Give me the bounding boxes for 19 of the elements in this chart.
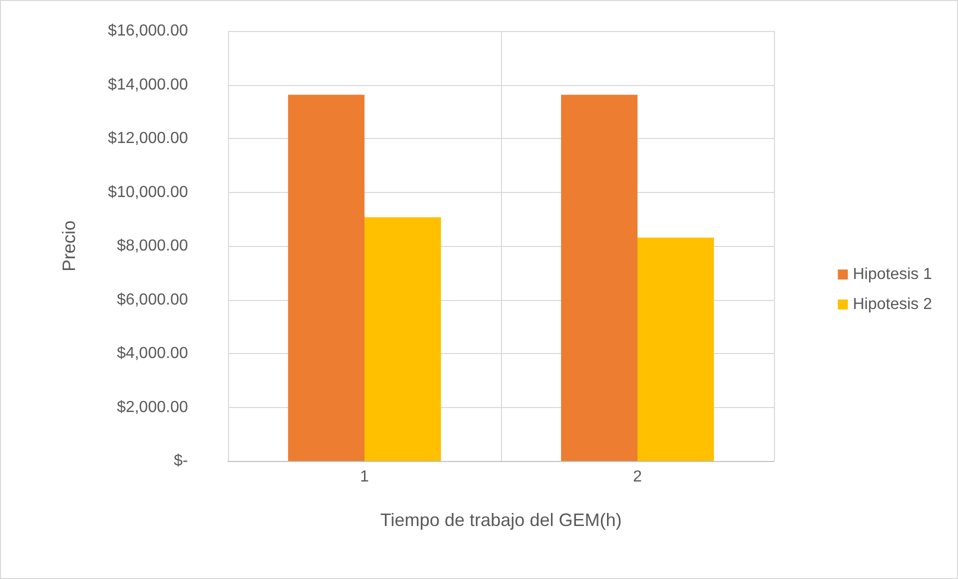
x-axis-title: Tiempo de trabajo del GEM(h) — [380, 510, 622, 530]
legend-label: Hipotesis 2 — [852, 296, 932, 313]
bar — [638, 238, 714, 461]
legend-label: Hipotesis 1 — [852, 266, 932, 283]
x-tick-label: 2 — [633, 468, 642, 486]
y-tick-label: $12,000.00 — [108, 130, 188, 147]
y-tick-label: $8,000.00 — [116, 238, 188, 254]
y-tick-label: $10,000.00 — [108, 184, 188, 201]
y-tick-label: $2,000.00 — [116, 398, 188, 416]
y-tick-label: $16,000.00 — [108, 22, 188, 40]
bar — [561, 94, 638, 461]
y-tick-label: $6,000.00 — [116, 291, 188, 308]
y-axis-title: Precio — [59, 220, 79, 272]
bar — [288, 94, 364, 461]
y-tick-label: $- — [174, 452, 188, 470]
y-tick-label: $14,000.00 — [108, 76, 188, 94]
x-tick-label: 1 — [360, 468, 370, 486]
bar — [364, 217, 441, 461]
y-tick-label: $4,000.00 — [116, 345, 188, 362]
